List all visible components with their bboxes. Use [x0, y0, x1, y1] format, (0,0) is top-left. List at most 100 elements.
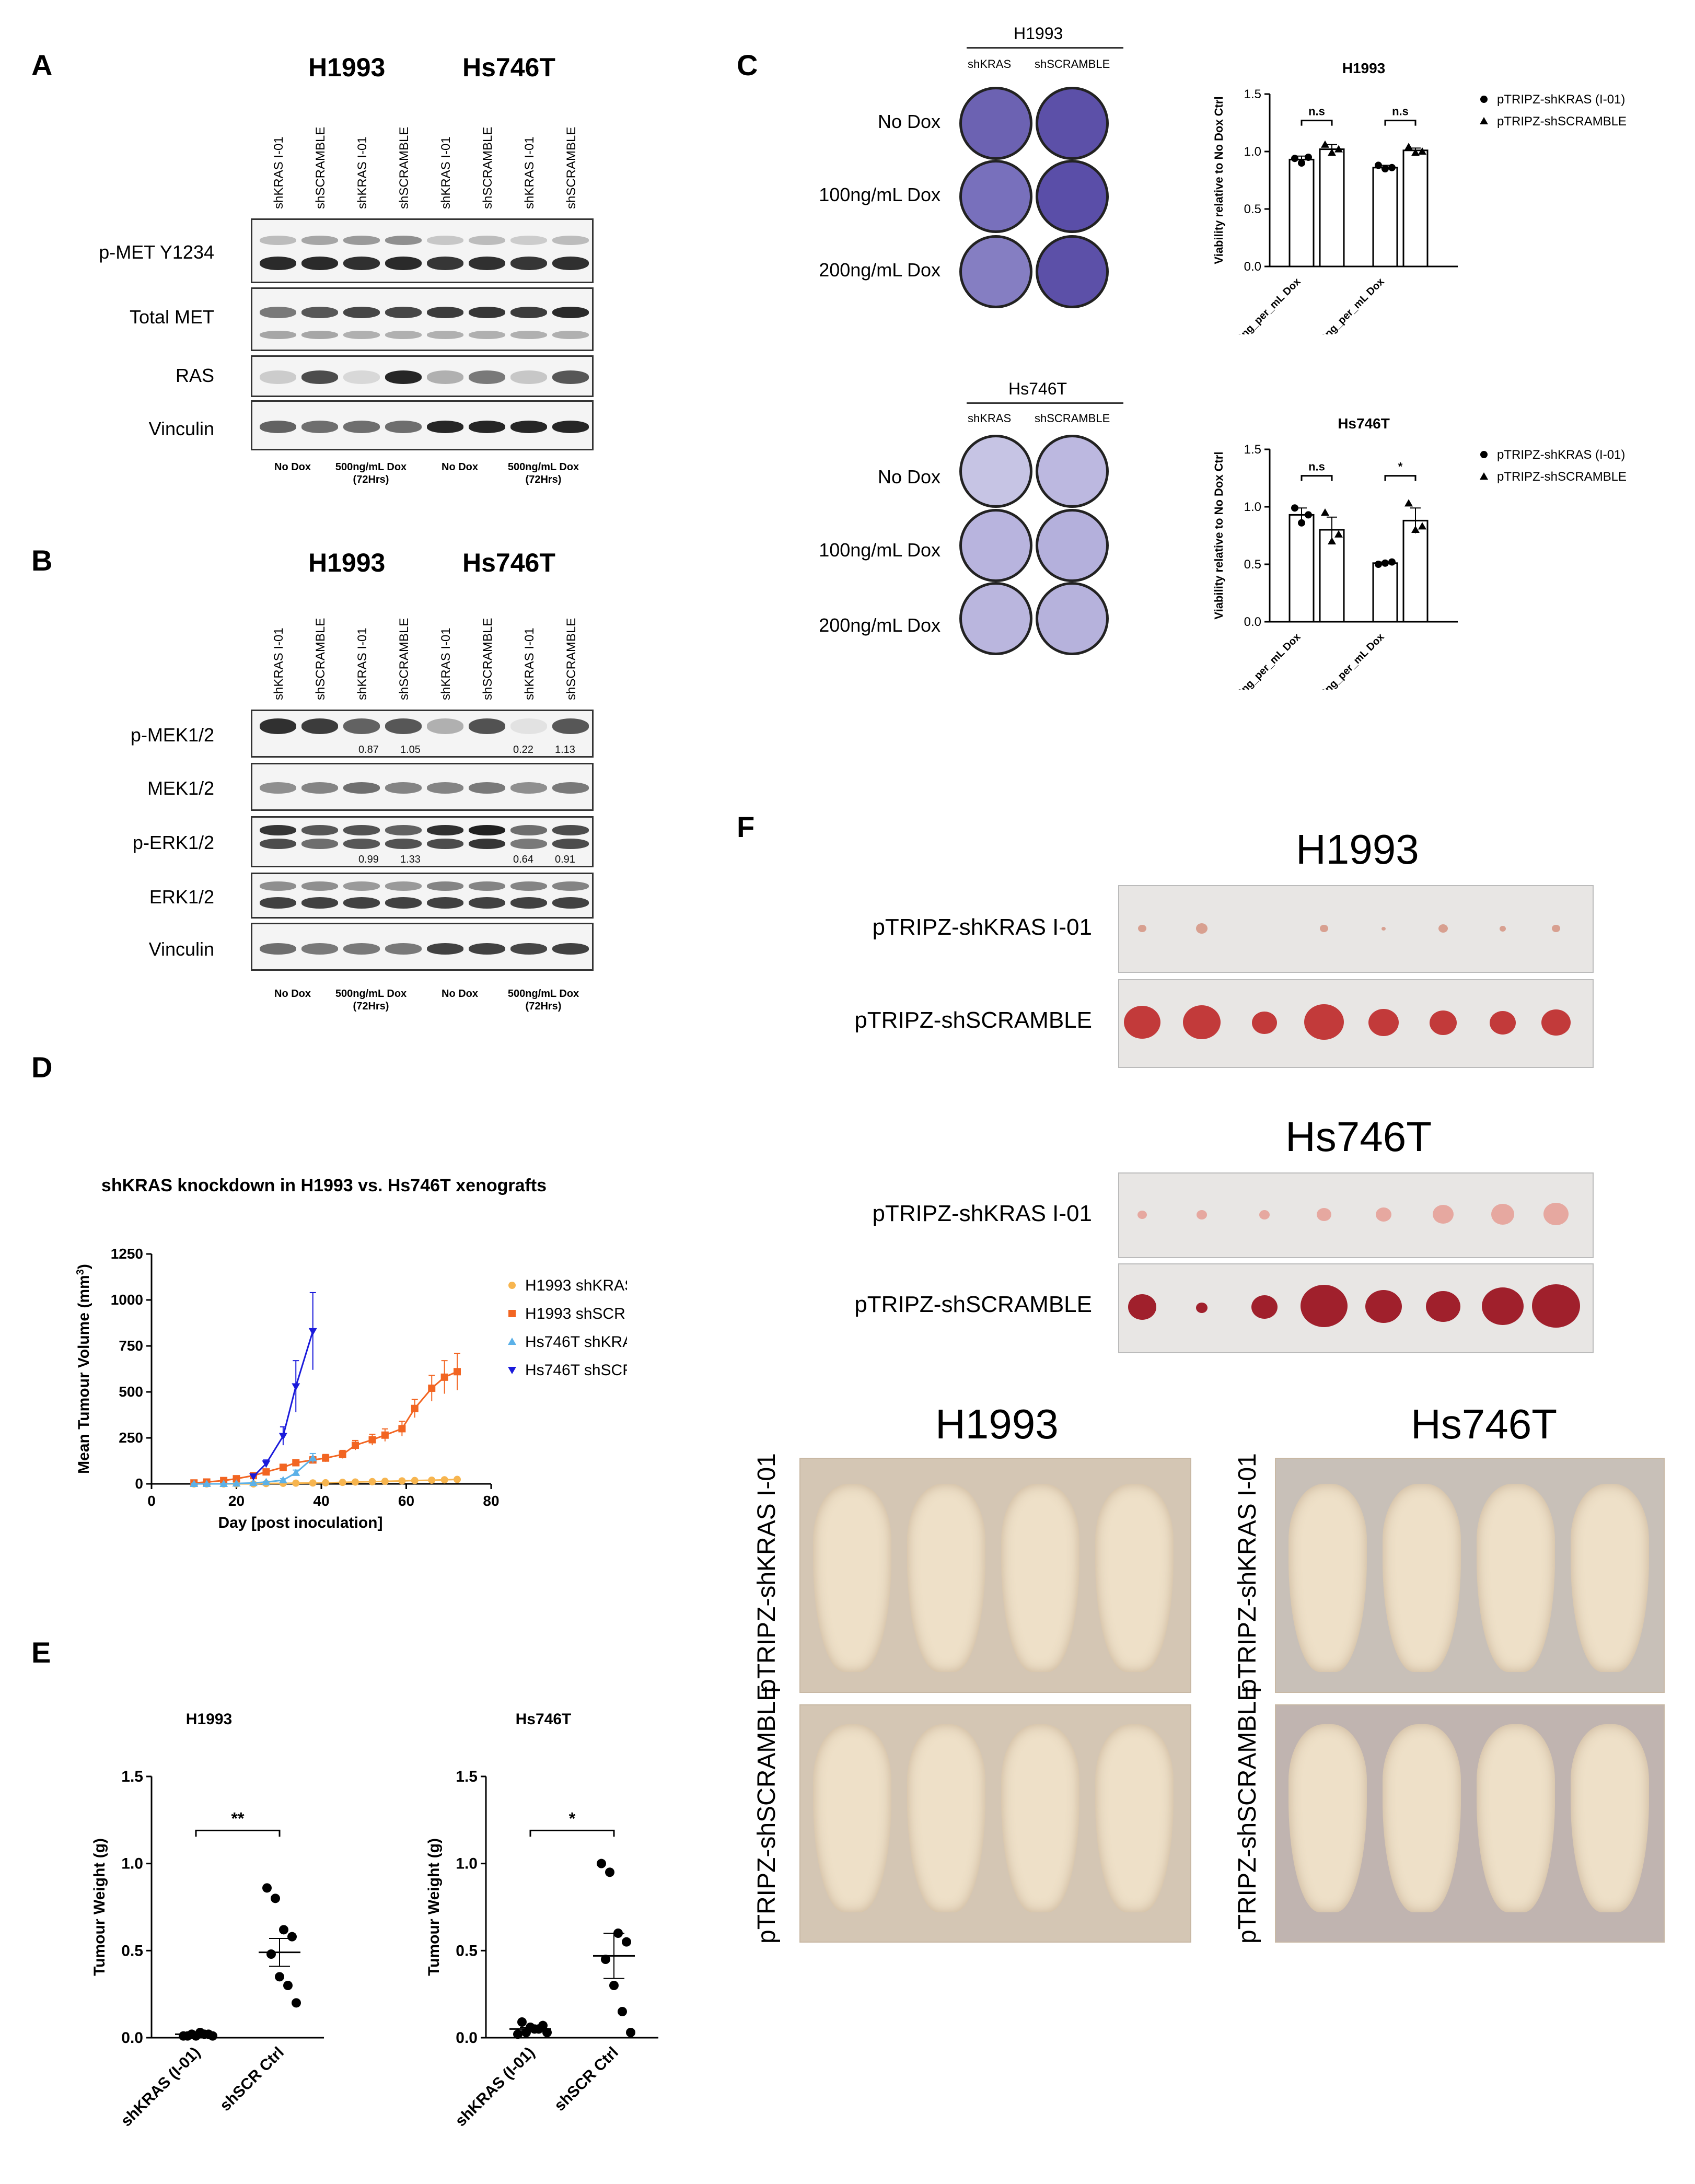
colony-bottom-col-shscr: shSCRAMBLE — [1035, 412, 1110, 425]
f-mouse-h1993-shkras-4 — [1095, 1484, 1174, 1672]
blot-b-vinculin-band — [427, 943, 463, 955]
blot-a-vinculin-band — [469, 421, 505, 433]
blot-a-condition-4: 500ng/mL Dox (72Hrs) — [507, 461, 579, 485]
blot-a-ras-band — [385, 370, 422, 384]
chart-c2-ytick-label: 1.0 — [1244, 500, 1261, 514]
blot-b-pmek-band — [343, 718, 380, 734]
f-tumour-h1993-shkras-8 — [1552, 925, 1560, 933]
colony-top-col-shkras: shKRAS — [968, 57, 1012, 71]
chart-c1-point — [1388, 164, 1396, 171]
colony-top-dish-r1-c2 — [1036, 87, 1109, 160]
chart-d-point-2 — [262, 1468, 270, 1476]
f-mouse-hs746t-shscr-3 — [1477, 1724, 1555, 1912]
chart-e2-xlabel-1: shKRAS (I-01) — [452, 2044, 538, 2130]
blot-b-erk-band — [385, 897, 422, 909]
blot-a-totalmet-band — [343, 307, 380, 318]
chart-d-point-3 — [219, 1480, 228, 1487]
f-tumour-row-h1993-shkras: pTRIPZ-shKRAS I-01 — [872, 914, 1092, 940]
chart-e1-point-2 — [287, 1932, 297, 1942]
chart-d-point-1 — [454, 1476, 461, 1483]
chart-c1-sig-bracket — [1384, 120, 1417, 126]
blot-b-mek-band — [469, 782, 505, 794]
blot-b-pmek-band — [427, 718, 463, 734]
f-tumour-h1993-shkras-6 — [1438, 924, 1448, 933]
blot-b-row-mek: MEK1/2 — [147, 777, 214, 799]
blot-b-quant-pmek-3: 0.22 — [513, 744, 533, 756]
blot-a-vinculin-band — [260, 421, 296, 433]
f-tumour-hs746t-shscr-5 — [1365, 1290, 1402, 1323]
chart-e2-point-1 — [513, 2029, 523, 2039]
f-tumour-hs746t-shscr-1 — [1128, 1294, 1156, 1320]
blot-a-lane-6: shSCRAMBLE — [481, 126, 495, 209]
chart-d-xtick-label: 0 — [147, 1493, 156, 1509]
blot-a-pmet-band — [385, 236, 422, 245]
colony-top-cell: H1993 — [1014, 24, 1063, 43]
blot-a-lane-5: shKRAS I-01 — [439, 136, 453, 209]
chart-d-ylabel-sup: 3 — [75, 1269, 86, 1275]
colony-top-dish-r2-c2 — [1036, 160, 1109, 233]
chart-d-point-1 — [352, 1478, 359, 1486]
blot-a-totalmet-band — [301, 331, 338, 339]
blot-b-quant-pmek-4: 1.13 — [555, 744, 575, 756]
f-mouse-h1993-shkras-1 — [813, 1484, 891, 1672]
chart-c2-point — [1334, 530, 1343, 538]
blot-a-pmet-band — [510, 236, 547, 245]
f-tumour-h1993-shscr-4 — [1304, 1004, 1344, 1040]
chart-d-point-2 — [292, 1459, 300, 1467]
f-tumour-hs746t-shkras-4 — [1317, 1208, 1331, 1222]
chart-d-point-2 — [352, 1442, 359, 1449]
f-tumour-hs746t-shscr-6 — [1426, 1291, 1460, 1322]
chart-d-point-2 — [368, 1436, 376, 1444]
blot-b-quant-perk-4: 0.91 — [555, 854, 575, 865]
chart-c1-point — [1381, 165, 1389, 172]
blot-b-perk-band — [469, 825, 505, 835]
blot-a-totalmet-band — [510, 307, 547, 318]
chart-d-ytick-label: 250 — [119, 1430, 143, 1446]
chart-c1-xlabel-1: 100ng_per_mL Dox — [1227, 276, 1303, 334]
colony-top-col-shscr: shSCRAMBLE — [1035, 57, 1110, 71]
blot-b-vinculin-band — [343, 943, 380, 955]
blot-b-cell-hs746t: Hs746T — [462, 548, 555, 577]
colony-top-row-100: 100ng/mL Dox — [819, 184, 941, 205]
chart-d-point-1 — [322, 1479, 330, 1486]
blot-b-erk-band — [510, 881, 547, 891]
f-mouse-hs746t-shkras-2 — [1383, 1484, 1461, 1672]
blot-b-erk-band — [427, 897, 463, 909]
chart-e1-point-2 — [292, 1998, 301, 2008]
chart-c2-point — [1291, 504, 1298, 512]
colony-bottom-dish-r1-c2 — [1036, 435, 1109, 508]
chart-c2-ytick-label: 0.0 — [1244, 615, 1261, 629]
blot-b-lane-6: shSCRAMBLE — [481, 618, 495, 700]
chart-d-ylabel: Mean Tumour Volume (mm3) — [75, 1264, 92, 1474]
blot-b-mek-band — [260, 782, 296, 794]
colony-top-dish-r3-c1 — [959, 235, 1032, 308]
colony-bottom-col-shkras: shKRAS — [968, 412, 1012, 425]
panel-label-c: C — [737, 49, 758, 82]
chart-c1-point — [1334, 145, 1343, 153]
blot-a-totalmet-band — [385, 307, 422, 318]
chart-e1-ytick-label: 0.0 — [121, 2029, 143, 2047]
chart-c2-point — [1321, 508, 1329, 516]
chart-d-ylabel-end: ) — [75, 1264, 92, 1269]
blot-b-erk-band — [301, 897, 338, 909]
chart-d-point-1 — [428, 1476, 436, 1484]
blot-b-mek-band — [510, 782, 547, 794]
f-mouse-h1993-shkras-3 — [1001, 1484, 1079, 1672]
blot-b-pmek-band — [469, 718, 505, 734]
chart-c1-xlabel-2: 200ng_per_mL Dox — [1310, 276, 1387, 334]
chart-d-xtick-label: 20 — [228, 1493, 245, 1509]
blot-b-perk-band — [552, 839, 589, 849]
chart-d-series-line-4 — [252, 1331, 314, 1477]
blot-a-totalmet-band — [343, 331, 380, 339]
chart-c1-sig-bracket — [1301, 120, 1333, 126]
blot-b-lane-5: shKRAS I-01 — [439, 628, 453, 700]
blot-a-vinculin-band — [301, 421, 338, 433]
blot-b-erk-band — [552, 881, 589, 891]
chart-c2-point — [1375, 561, 1382, 568]
f-title-h1993-tumours: H1993 — [1296, 826, 1419, 873]
chart-c2-point — [1381, 559, 1389, 567]
f-mouse-h1993-shscr-4 — [1095, 1724, 1174, 1912]
blot-b-perk-band — [427, 839, 463, 849]
blot-a-vinculin-band — [385, 421, 422, 433]
chart-c1-ylabel: Viability relative to No Dox Ctrl — [1212, 96, 1225, 264]
